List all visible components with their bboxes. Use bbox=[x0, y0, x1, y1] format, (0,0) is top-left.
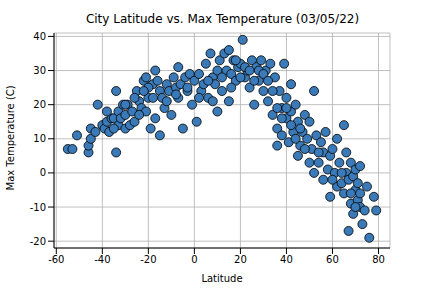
svg-text:-40: -40 bbox=[94, 254, 110, 265]
svg-text:60: 60 bbox=[326, 254, 339, 265]
svg-text:0: 0 bbox=[40, 167, 46, 178]
svg-text:-20: -20 bbox=[140, 254, 156, 265]
svg-text:20: 20 bbox=[234, 254, 247, 265]
svg-text:0: 0 bbox=[191, 254, 197, 265]
svg-text:80: 80 bbox=[372, 254, 385, 265]
svg-text:-20: -20 bbox=[30, 236, 46, 247]
svg-text:20: 20 bbox=[33, 99, 46, 110]
svg-text:40: 40 bbox=[280, 254, 293, 265]
svg-text:Max Temperature (C): Max Temperature (C) bbox=[8, 85, 16, 190]
svg-text:30: 30 bbox=[33, 65, 46, 76]
svg-text:10: 10 bbox=[33, 133, 46, 144]
html-text:City Latitude vs. Max Temperat: City Latitude vs. Max Temperature (03/05… bbox=[85, 12, 360, 26]
svg-text:40: 40 bbox=[33, 31, 46, 42]
svg-text:Latitude: Latitude bbox=[201, 273, 242, 284]
svg-text:-60: -60 bbox=[48, 254, 64, 265]
svg-text:-10: -10 bbox=[30, 202, 46, 213]
